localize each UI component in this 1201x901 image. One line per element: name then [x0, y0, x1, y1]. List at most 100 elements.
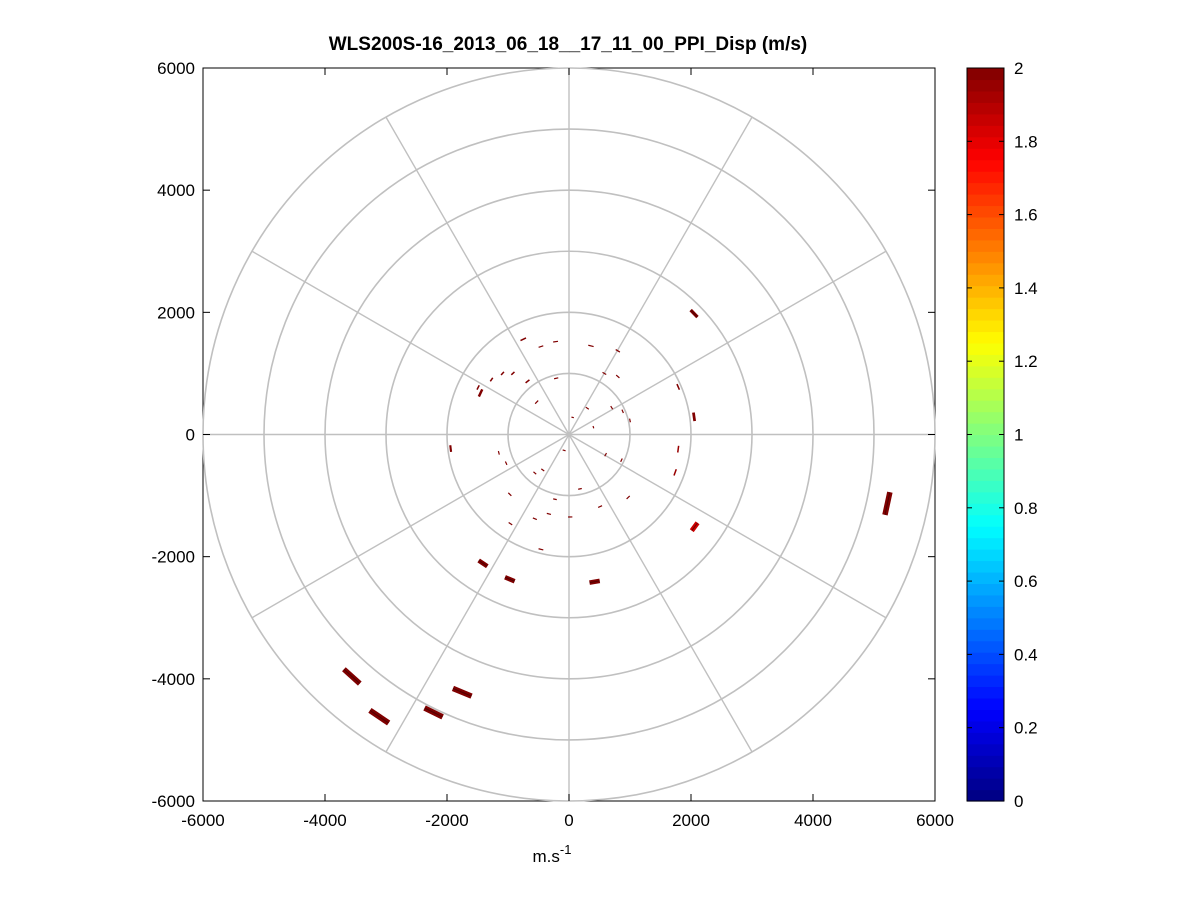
grid-ring — [263, 128, 875, 741]
colorbar-band — [967, 182, 1004, 195]
data-point — [615, 374, 620, 379]
x-tick-label: -4000 — [303, 811, 346, 830]
colorbar-tick-label: 1 — [1014, 426, 1023, 445]
colorbar-band — [967, 445, 1004, 459]
data-point — [588, 344, 594, 348]
colorbar-band — [967, 423, 1004, 436]
chart-title: WLS200S-16_2013_06_18__17_11_00_PPI_Disp… — [329, 34, 808, 55]
data-point-edge — [343, 668, 361, 684]
data-point — [562, 449, 566, 452]
colorbar-band — [967, 297, 1004, 310]
colorbar-band — [967, 68, 1004, 81]
data-point-edge — [424, 707, 443, 718]
data-point — [546, 512, 552, 516]
colorbar-band — [967, 159, 1004, 172]
colorbar: 0 0.2 0.4 0.6 0.8 1 1.2 1.4 1.6 1.8 2 — [966, 59, 1038, 811]
colorbar-gradient — [967, 68, 1004, 802]
colorbar-band — [967, 319, 1004, 333]
colorbar-band — [967, 468, 1004, 481]
data-point — [676, 445, 680, 453]
colorbar-band — [967, 274, 1004, 287]
colorbar-band — [967, 171, 1004, 184]
colorbar-band — [967, 503, 1004, 516]
colorbar-band — [967, 675, 1004, 688]
colorbar-band — [967, 125, 1004, 138]
x-tick-label: 4000 — [794, 811, 832, 830]
colorbar-band — [967, 537, 1004, 550]
x-axis-label-superscript: -1 — [560, 842, 572, 857]
colorbar-band — [967, 400, 1004, 413]
data-point — [692, 412, 697, 422]
colorbar-band — [967, 571, 1004, 584]
y-tick-label: -2000 — [152, 548, 195, 567]
colorbar-band — [967, 377, 1004, 390]
colorbar-band — [967, 148, 1004, 161]
data-point — [532, 517, 538, 521]
y-axis-ticks: -6000 -4000 -2000 0 2000 4000 6000 — [152, 59, 935, 811]
colorbar-band — [967, 411, 1004, 424]
colorbar-tick-label: 1.4 — [1014, 279, 1038, 298]
grid-ring — [324, 189, 814, 680]
colorbar-band — [967, 766, 1004, 779]
data-point — [497, 450, 500, 455]
colorbar-band — [967, 262, 1004, 275]
colorbar-ticks: 0 0.2 0.4 0.6 0.8 1 1.2 1.4 1.6 1.8 2 — [967, 59, 1038, 811]
colorbar-band — [967, 709, 1004, 722]
data-point — [507, 492, 512, 497]
data-point — [610, 405, 614, 410]
colorbar-band — [967, 457, 1004, 470]
colorbar-band — [967, 285, 1004, 298]
colorbar-band — [967, 354, 1004, 367]
data-point — [508, 521, 513, 526]
colorbar-band — [967, 251, 1004, 264]
data-point-edge — [369, 709, 389, 724]
colorbar-band — [967, 514, 1004, 527]
grid-ring — [446, 311, 692, 558]
colorbar-tick-label: 1.6 — [1014, 206, 1038, 225]
colorbar-band — [967, 342, 1004, 355]
data-point — [476, 384, 480, 390]
colorbar-band — [967, 136, 1004, 149]
data-point — [540, 468, 545, 472]
data-point — [520, 337, 527, 342]
colorbar-band — [967, 331, 1004, 344]
data-point — [538, 345, 544, 348]
data-point — [620, 458, 623, 463]
colorbar-band — [967, 434, 1004, 447]
colorbar-band — [967, 491, 1004, 504]
colorbar-tick-label: 0.2 — [1014, 719, 1038, 738]
data-point — [510, 371, 515, 376]
data-point — [673, 468, 677, 476]
x-axis-label-text: m.s — [533, 847, 560, 866]
x-tick-label: 0 — [564, 811, 573, 830]
data-point — [615, 349, 621, 353]
data-points — [342, 308, 893, 726]
x-axis-ticks: -6000 -4000 -2000 0 2000 4000 6000 — [181, 68, 954, 830]
data-point — [597, 505, 603, 508]
colorbar-band — [967, 239, 1004, 252]
colorbar-band — [967, 526, 1004, 539]
colorbar-band — [967, 308, 1004, 321]
data-point — [553, 340, 559, 343]
colorbar-tick-label: 2 — [1014, 59, 1023, 78]
data-point — [534, 400, 539, 405]
data-point — [553, 377, 559, 380]
x-tick-label: 6000 — [916, 811, 954, 830]
colorbar-band — [967, 606, 1004, 619]
colorbar-band — [967, 732, 1004, 745]
data-point — [533, 471, 537, 475]
colorbar-band — [967, 79, 1004, 92]
x-tick-label: -2000 — [425, 811, 468, 830]
colorbar-band — [967, 640, 1004, 653]
colorbar-band — [967, 365, 1004, 378]
data-point-edge — [884, 492, 891, 515]
data-point-edge — [691, 522, 698, 531]
colorbar-band — [967, 629, 1004, 642]
colorbar-band — [967, 755, 1004, 768]
colorbar-band — [967, 789, 1004, 802]
colorbar-band — [967, 583, 1004, 596]
x-axis-label: m.s-1 — [533, 842, 572, 866]
colorbar-band — [967, 697, 1004, 710]
colorbar-band — [967, 594, 1004, 607]
